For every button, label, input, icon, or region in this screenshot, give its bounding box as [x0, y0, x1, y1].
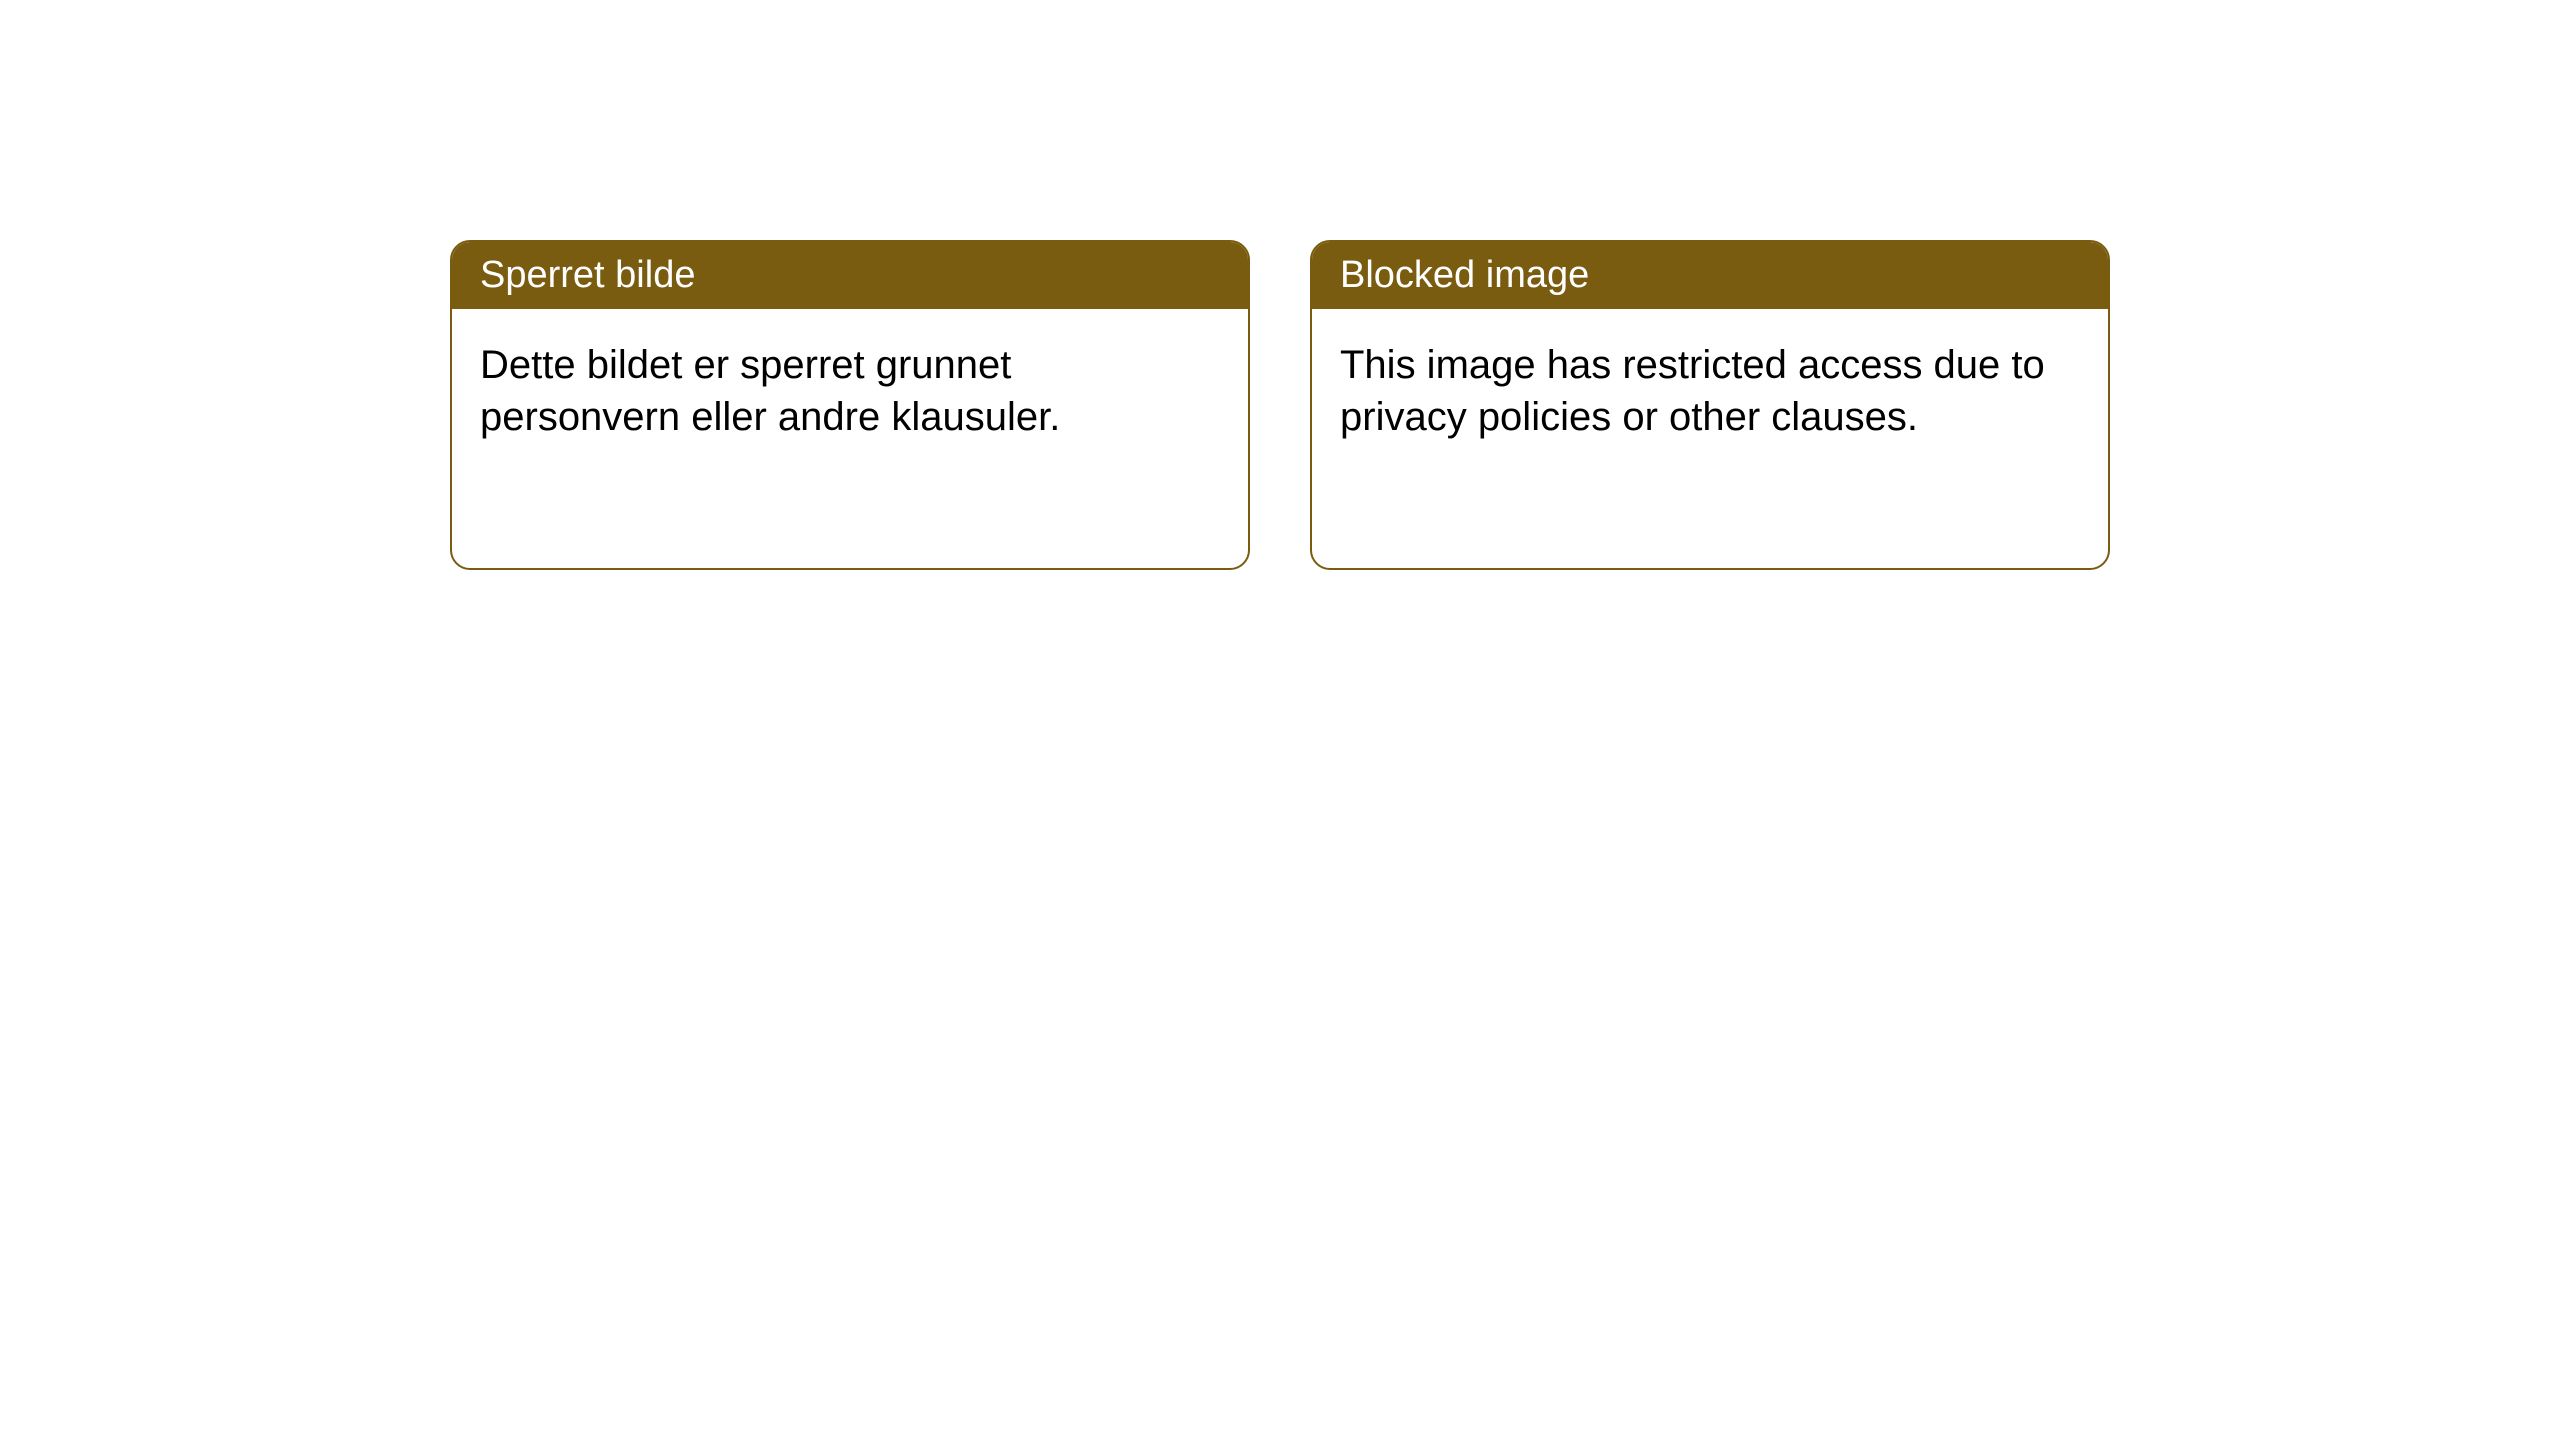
notice-body-text: Dette bildet er sperret grunnet personve… [480, 343, 1060, 439]
notice-body: This image has restricted access due to … [1312, 309, 2108, 473]
notice-title: Blocked image [1340, 254, 1589, 296]
notice-header: Sperret bilde [452, 242, 1248, 309]
notice-card-english: Blocked image This image has restricted … [1310, 240, 2110, 570]
notices-container: Sperret bilde Dette bildet er sperret gr… [0, 0, 2560, 570]
notice-title: Sperret bilde [480, 254, 695, 296]
notice-body-text: This image has restricted access due to … [1340, 343, 2045, 439]
notice-card-norwegian: Sperret bilde Dette bildet er sperret gr… [450, 240, 1250, 570]
notice-body: Dette bildet er sperret grunnet personve… [452, 309, 1248, 473]
notice-header: Blocked image [1312, 242, 2108, 309]
